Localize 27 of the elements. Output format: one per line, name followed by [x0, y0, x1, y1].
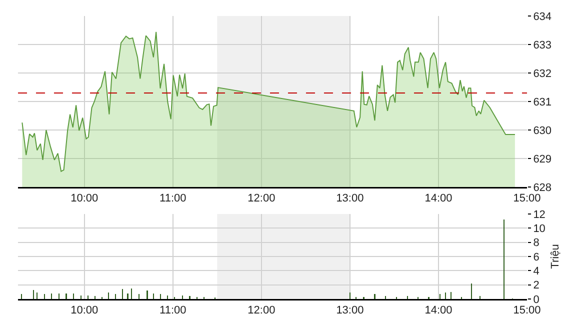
- x-tick-label: 12:00: [248, 192, 276, 205]
- y-tick-label: 634: [533, 10, 552, 23]
- x-tick-label: 15:00: [513, 192, 541, 205]
- y-tick-label: 12: [533, 208, 546, 221]
- x-tick-label: 11:00: [160, 304, 186, 317]
- x-tick-label: 11:00: [160, 192, 186, 205]
- x-tick-label: 14:00: [424, 192, 452, 205]
- y-tick-label: 4: [533, 266, 540, 278]
- x-tick-label: 10:00: [70, 304, 98, 317]
- y-tick-label: 633: [533, 39, 552, 52]
- x-tick-label: 10:00: [70, 192, 98, 205]
- y-tick-label: 631: [533, 96, 552, 108]
- y-axis-title: Triệu: [550, 244, 562, 269]
- y-tick-label: 6: [533, 251, 540, 264]
- y-tick-label: 10: [533, 223, 546, 236]
- y-tick-label: 630: [533, 124, 552, 137]
- x-tick-label: 15:00: [513, 304, 541, 317]
- y-tick-label: 8: [533, 237, 540, 250]
- y-tick-label: 629: [533, 153, 552, 166]
- y-tick-label: 628: [533, 182, 552, 194]
- x-tick-label: 12:00: [248, 304, 276, 317]
- x-tick-label: 13:00: [336, 304, 364, 317]
- x-tick-label: 14:00: [424, 304, 452, 317]
- y-tick-label: 2: [533, 280, 540, 292]
- y-tick-label: 0: [533, 294, 540, 306]
- y-tick-label: 632: [533, 68, 552, 80]
- x-tick-label: 13:00: [336, 192, 364, 205]
